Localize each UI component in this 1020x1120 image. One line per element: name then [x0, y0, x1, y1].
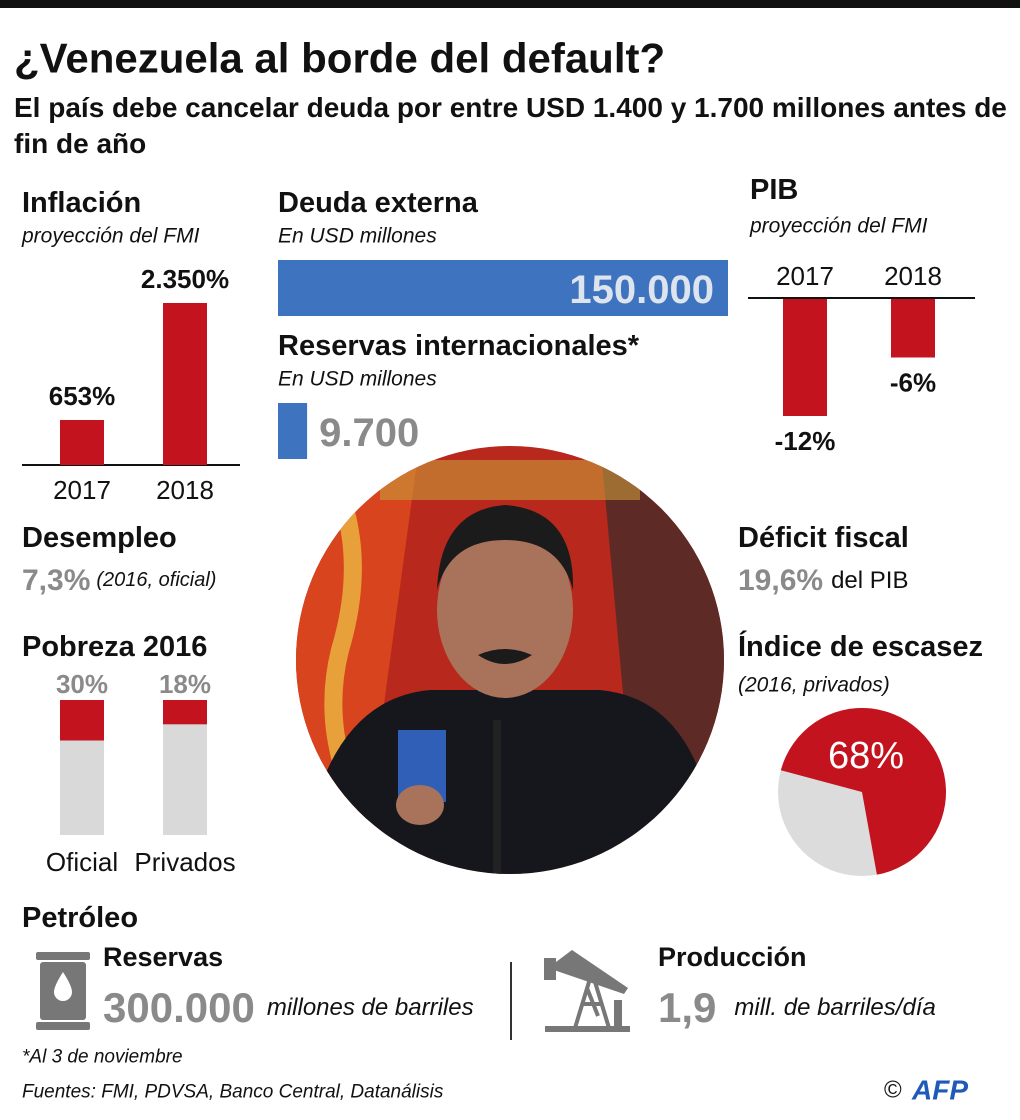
pump-icon: [544, 950, 630, 1032]
value-label: -12%: [775, 426, 836, 456]
label: Producción: [658, 942, 807, 972]
category-label: Oficial: [46, 847, 118, 877]
value-label: 9.700: [319, 411, 419, 455]
chart-title: Índice de escasez: [738, 629, 983, 663]
stat-title: Desempleo: [22, 522, 177, 554]
value-line: 300.000 millones de barriles: [103, 984, 474, 1031]
bar: [278, 403, 308, 459]
value-label: 653%: [49, 381, 116, 411]
stat-note: (2016, oficial): [96, 569, 216, 591]
value-label: 2.350%: [141, 264, 229, 294]
value-label: 68%: [828, 735, 904, 777]
subtitle: El país debe cancelar deuda por entre US…: [14, 92, 1007, 159]
footnote: *Al 3 de noviembre: [22, 1047, 183, 1068]
chart-subtitle: proyección del FMI: [21, 225, 200, 248]
stat-value: 7,3%: [22, 564, 90, 597]
chart-title: PIB: [750, 174, 798, 206]
chart-subtitle: (2016, privados): [738, 674, 890, 697]
chart-title: Pobreza 2016: [22, 631, 207, 663]
chart-title: Inflación: [22, 187, 141, 219]
copyright: ©: [884, 1077, 902, 1104]
category-label: Privados: [134, 847, 235, 877]
pie-slice: [780, 708, 947, 875]
barrel-icon: [36, 952, 90, 1030]
chart-title: Reservas internacionales*: [278, 330, 640, 362]
bar: [783, 299, 827, 416]
sources: Fuentes: FMI, PDVSA, Banco Central, Data…: [22, 1082, 444, 1103]
stat-value: 19,6%: [738, 564, 823, 597]
chart-title: Deuda externa: [278, 187, 479, 219]
stat-title: Déficit fiscal: [738, 522, 909, 554]
unit: millones de barriles: [267, 994, 474, 1021]
value: 300.000: [103, 984, 255, 1031]
value-line: 1,9 mill. de barriles/día: [658, 984, 936, 1031]
value: 1,9: [658, 984, 716, 1031]
top-rule: [0, 0, 1020, 8]
bar: [163, 700, 207, 725]
value-label: 18%: [159, 669, 211, 699]
bar: [891, 299, 935, 358]
value-label: -6%: [890, 368, 936, 398]
bar: [278, 260, 728, 316]
photo: [296, 446, 724, 874]
stat-note: del PIB: [831, 567, 908, 594]
bar: [60, 700, 104, 741]
category-label: 2018: [156, 475, 214, 505]
title: ¿Venezuela al borde del default?: [14, 35, 665, 82]
label: Reservas: [103, 942, 223, 972]
stat-line: 19,6% del PIB: [738, 564, 908, 597]
unit: mill. de barriles/día: [734, 994, 935, 1021]
chart-subtitle: proyección del FMI: [749, 215, 928, 238]
bar: [60, 419, 104, 465]
chart-subtitle: En USD millones: [278, 368, 437, 391]
category-label: 2018: [884, 261, 942, 291]
stat-line: 7,3% (2016, oficial): [22, 564, 216, 597]
value-label: 30%: [56, 669, 108, 699]
value-label: 150.000: [569, 268, 714, 312]
category-label: 2017: [53, 475, 111, 505]
category-label: 2017: [776, 261, 834, 291]
section-title: Petróleo: [22, 902, 138, 934]
logo: AFP: [911, 1075, 968, 1106]
chart-subtitle: En USD millones: [278, 225, 437, 248]
bar: [163, 303, 207, 465]
